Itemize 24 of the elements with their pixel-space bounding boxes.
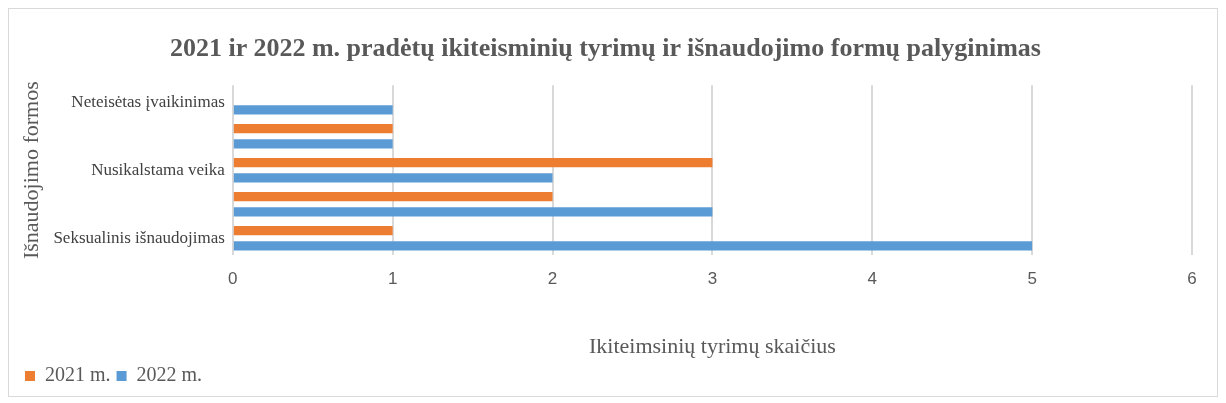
x-tick-label: 5: [1027, 269, 1037, 289]
y-axis-title: Išnaudojimo formos: [17, 81, 43, 260]
bar: [233, 123, 393, 134]
x-tick-label: 3: [707, 269, 718, 289]
bar: [233, 241, 1033, 251]
bar: [233, 139, 393, 149]
y-tick-label: Neteisėtas įvaikinimas: [71, 91, 225, 111]
y-tick-label: Seksualinis išnaudojimas: [53, 227, 225, 247]
bar: [233, 207, 713, 217]
x-tick-label: 4: [867, 269, 877, 289]
x-tick-label: 1: [387, 269, 398, 289]
bar: [233, 225, 393, 236]
x-tick-label: 2: [547, 269, 558, 289]
legend-label: 2022 m.: [136, 363, 203, 386]
bar: [233, 105, 393, 115]
chart-title: 2021 ir 2022 m. pradėtų ikiteisminių tyrimų ir išnaudojimo formų palyginimas: [170, 33, 1041, 63]
legend-label: 2021 m.: [45, 363, 111, 386]
bar: [233, 157, 713, 168]
bar: [233, 173, 553, 183]
x-tick-label: 6: [1187, 269, 1197, 289]
bar: [233, 191, 553, 202]
x-tick-label: 0: [228, 269, 238, 289]
y-tick-label: Nusikalstama veika: [91, 159, 226, 179]
x-axis-title: Ikiteimsinių tyrimų skaičius: [588, 332, 836, 358]
